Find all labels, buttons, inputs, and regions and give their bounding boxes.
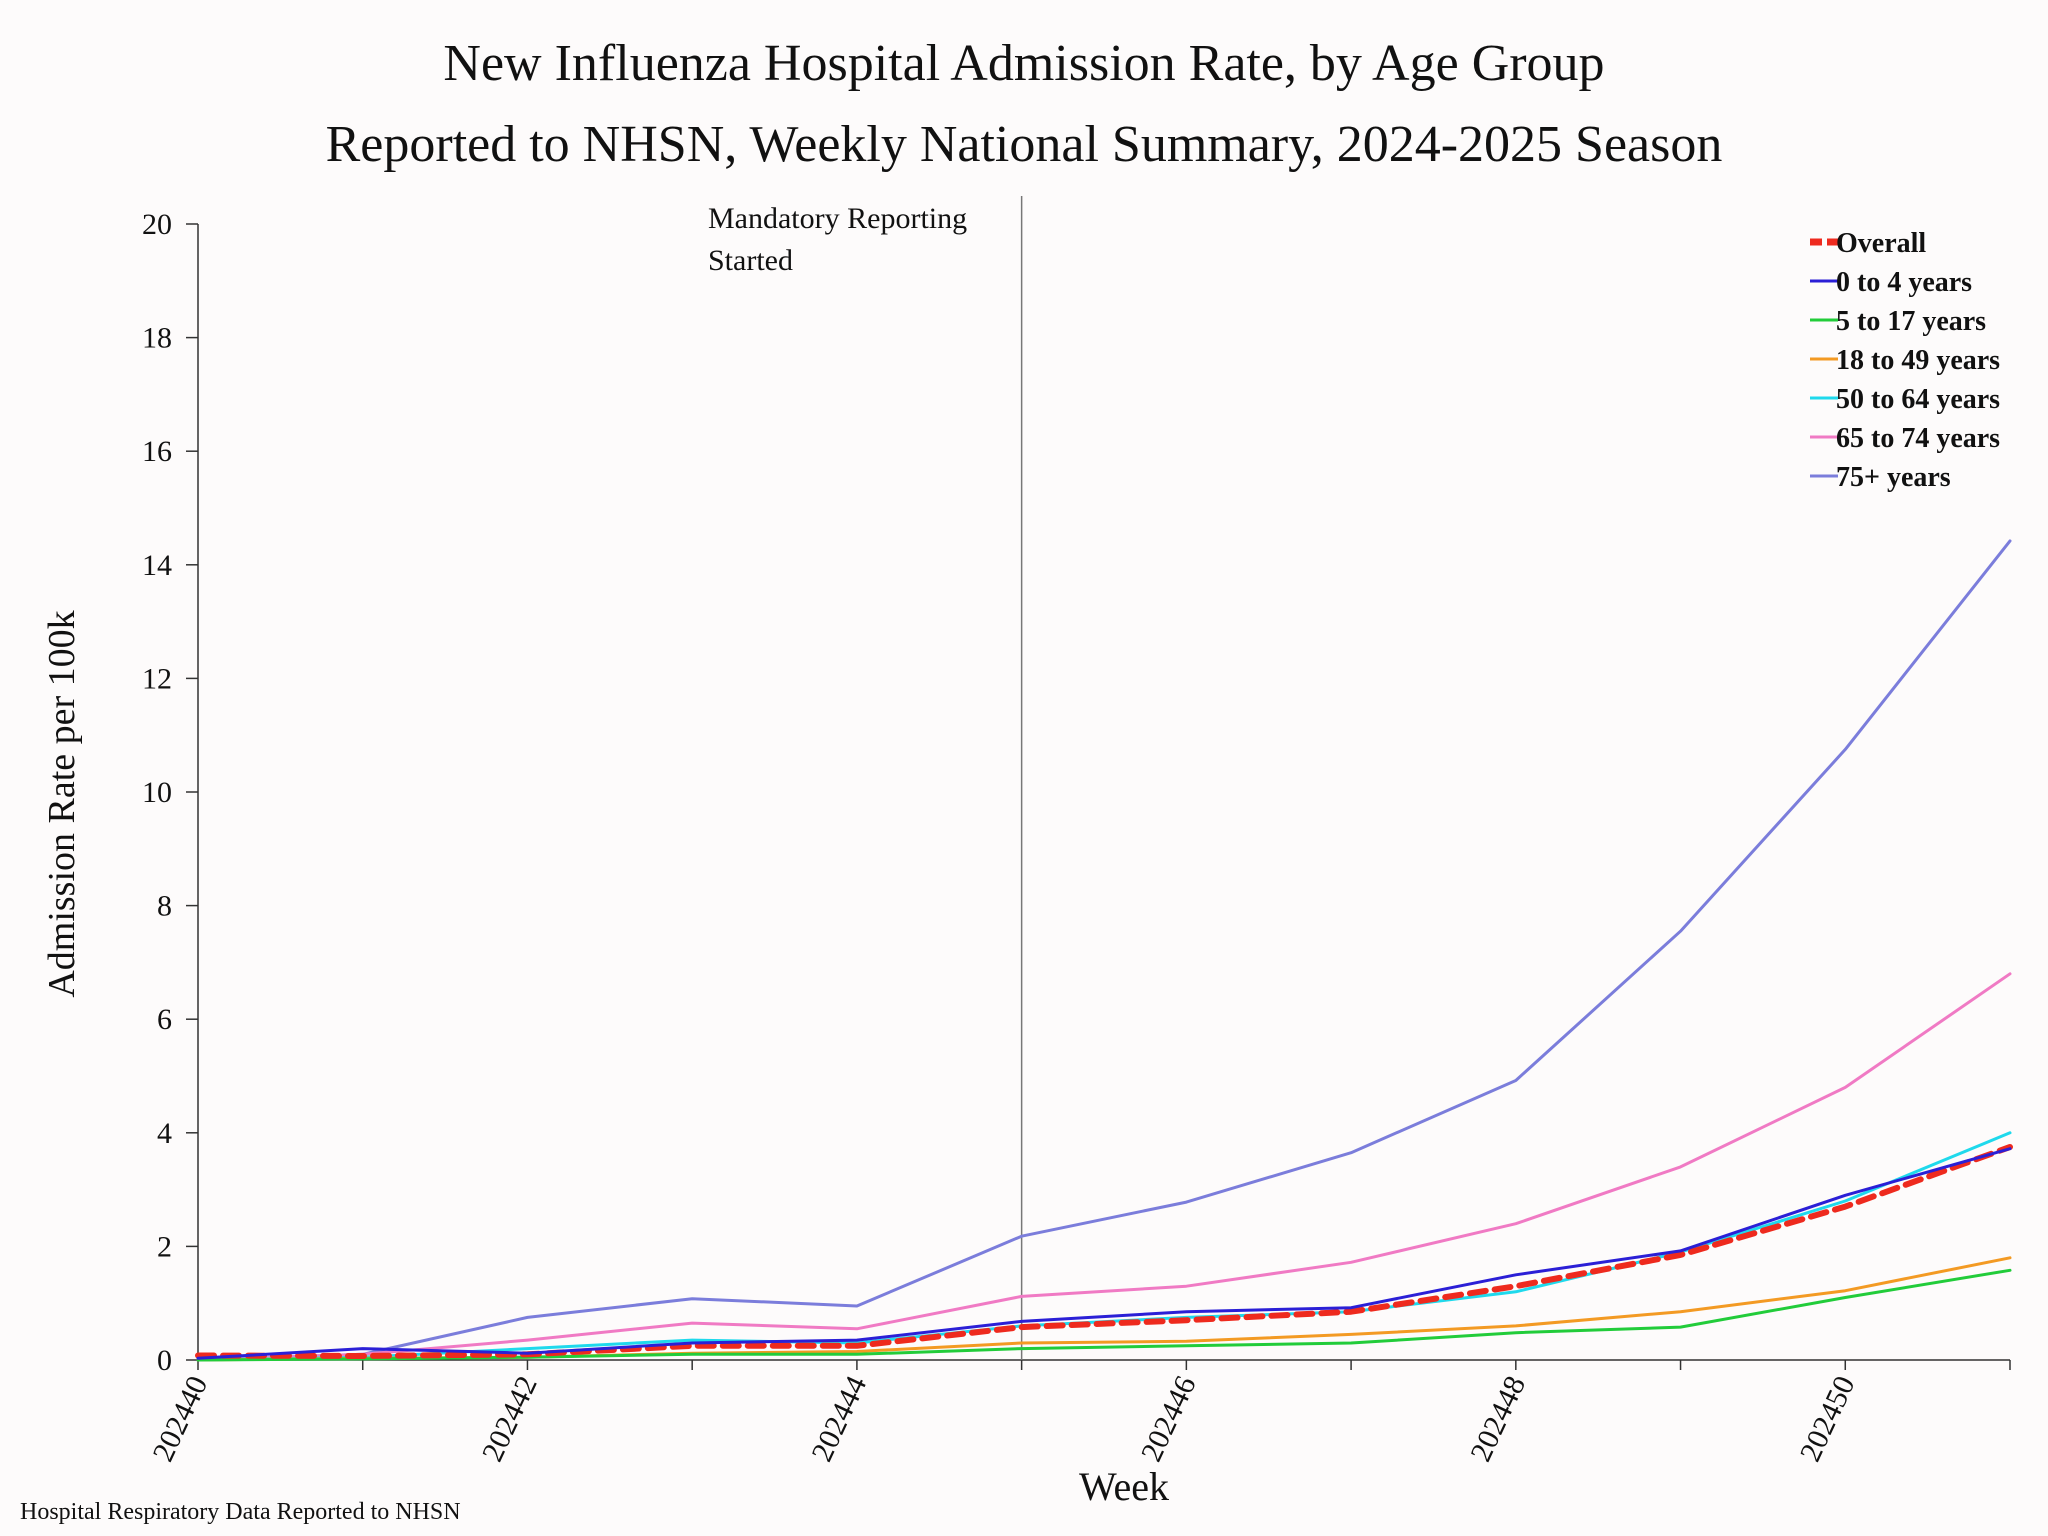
annotation-line-1: Mandatory Reporting	[708, 202, 968, 235]
chart-subtitle: Reported to NHSN, Weekly National Summar…	[325, 116, 1723, 173]
annotation-line-2: Started	[708, 244, 793, 277]
chart-title: New Influenza Hospital Admission Rate, b…	[443, 35, 1605, 92]
y-tick-label: 6	[157, 1003, 172, 1036]
legend-label: 5 to 17 years	[1836, 306, 1986, 337]
y-tick-label: 16	[142, 435, 172, 468]
series-line-1	[196, 1147, 2012, 1360]
legend-label: 75+ years	[1836, 462, 1951, 493]
legend: Overall 0 to 4 years 5 to 17 years 18 to 49…	[1810, 228, 2000, 493]
series-line-0	[195, 1144, 2013, 1359]
x-tick-label: 202448	[1464, 1371, 1532, 1467]
legend-label: 65 to 74 years	[1836, 423, 2000, 454]
legend-label: 18 to 49 years	[1836, 345, 2000, 376]
x-tick-label: 202444	[805, 1371, 873, 1467]
legend-label: 0 to 4 years	[1836, 267, 1972, 298]
y-tick-label: 18	[142, 322, 172, 355]
x-tick-label: 202450	[1794, 1371, 1862, 1467]
x-axis-title: Week	[1079, 1464, 1169, 1509]
x-tick-label: 202440	[146, 1371, 214, 1467]
y-tick-label: 20	[142, 208, 172, 241]
series-line-5	[196, 972, 2012, 1362]
x-tick-label: 202446	[1135, 1371, 1203, 1467]
series-lines	[195, 539, 2013, 1362]
y-tick-label: 0	[157, 1344, 172, 1377]
axes: 0 2 4 6 8 10 12 14 16 18 20 202440 202442 202444 20244…	[41, 196, 2011, 1509]
y-tick-label: 12	[142, 662, 172, 695]
legend-label: Overall	[1836, 228, 1926, 259]
mandatory-reporting-annotation: Mandatory Reporting Started	[708, 198, 967, 282]
y-tick-label: 2	[157, 1230, 172, 1263]
legend-label: 50 to 64 years	[1836, 384, 2000, 415]
y-axis-title: Admission Rate per 100k	[41, 610, 83, 997]
y-tick-label: 14	[142, 549, 172, 582]
y-tick-label: 8	[157, 890, 172, 923]
x-tick-label: 202442	[476, 1371, 544, 1467]
source-note: Hospital Respiratory Data Reported to NH…	[20, 1499, 461, 1525]
y-tick-label: 4	[157, 1117, 172, 1150]
y-tick-label: 10	[142, 776, 172, 809]
series-line-6	[196, 539, 2012, 1362]
